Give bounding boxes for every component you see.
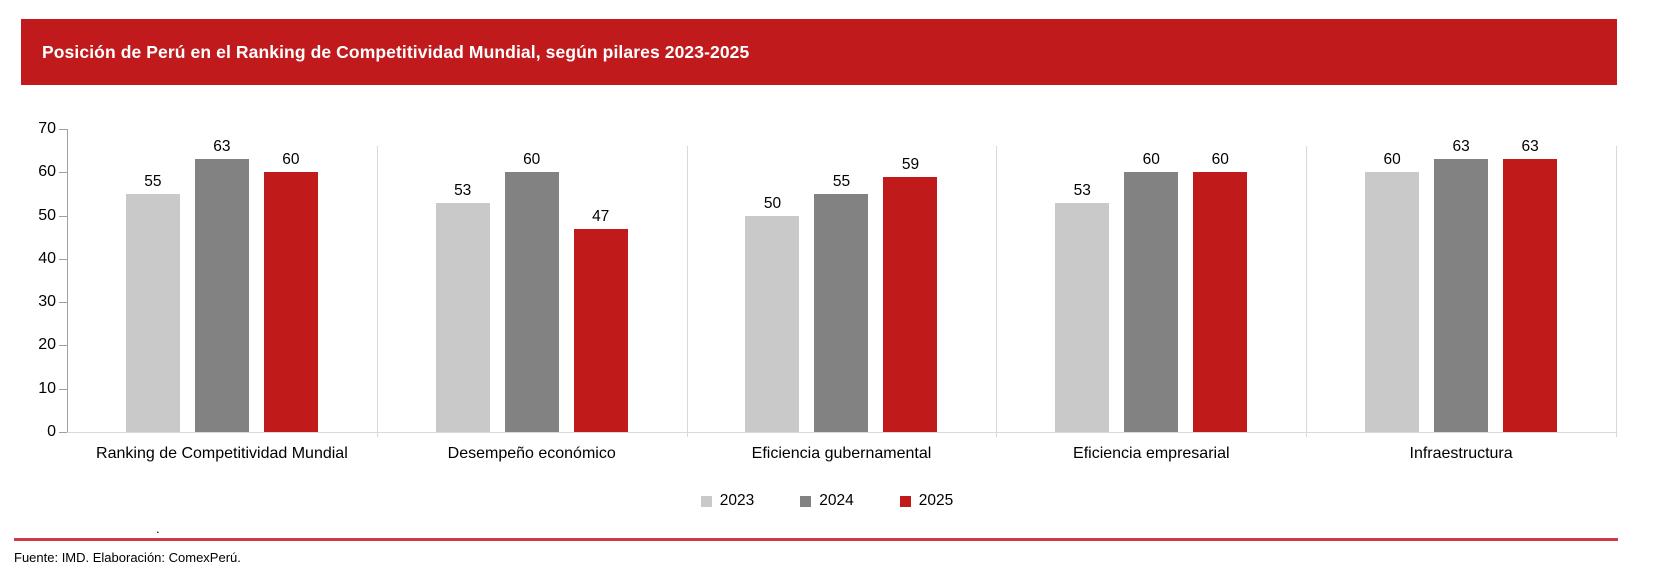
y-tick-label: 10 <box>38 379 56 397</box>
category-label: Eficiencia empresarial <box>1073 445 1230 462</box>
bar-value-label: 60 <box>1383 151 1401 169</box>
bar-2024 <box>1124 172 1179 432</box>
bar-value-label: 60 <box>1142 151 1160 169</box>
bar-2025 <box>573 228 628 432</box>
y-axis-tick <box>59 258 67 260</box>
bar-2025 <box>1503 159 1558 432</box>
category-separator <box>686 146 688 437</box>
bar-cell: 63 <box>1434 138 1489 432</box>
bar-value-label: 63 <box>1521 138 1539 156</box>
y-tick-label: 20 <box>38 336 56 354</box>
bar-2023 <box>125 193 180 432</box>
x-axis-baseline <box>67 432 1616 433</box>
bar-group: 50 55 59 <box>687 129 997 432</box>
legend-item-2023: 2023 <box>700 492 755 510</box>
y-axis-tick <box>59 432 67 433</box>
bar-cell: 47 <box>573 207 628 432</box>
bar-value-label: 60 <box>523 151 541 169</box>
y-tick-label: 60 <box>38 163 56 181</box>
bar-cell: 59 <box>883 155 938 432</box>
category-separator <box>1616 146 1617 437</box>
y-tick-label: 0 <box>47 423 56 440</box>
footer-source: Fuente: IMD. Elaboración: ComexPerú. <box>14 550 241 565</box>
legend-label: 2023 <box>719 492 755 509</box>
bar-group: 60 63 63 <box>1306 129 1616 432</box>
category-label: Ranking de Competitividad Mundial <box>96 445 348 462</box>
y-tick-label: 50 <box>38 206 56 224</box>
bar-cell: 60 <box>1124 151 1179 432</box>
chart-title-banner: Posición de Perú en el Ranking de Compet… <box>21 19 1617 85</box>
footer-rule <box>14 538 1618 541</box>
y-axis-tick <box>59 129 67 130</box>
chart-title: Posición de Perú en el Ranking de Compet… <box>42 41 750 62</box>
y-tick-label: 40 <box>38 249 56 267</box>
legend-swatch <box>899 495 911 507</box>
legend-swatch <box>700 495 712 507</box>
bar-value-label: 63 <box>1452 138 1470 156</box>
bar-cell: 60 <box>263 151 318 432</box>
category-label: Eficiencia gubernamental <box>751 445 932 462</box>
bar-2024 <box>194 159 249 432</box>
category-separator <box>376 146 378 437</box>
bar-2025 <box>1193 172 1248 432</box>
bar-value-label: 60 <box>1211 151 1229 169</box>
bar-2023 <box>745 215 800 432</box>
bar-cell: 60 <box>1365 151 1420 432</box>
bar-value-label: 59 <box>901 155 920 173</box>
bar-value-label: 55 <box>832 172 851 190</box>
bar-cell: 63 <box>194 138 249 432</box>
y-axis-tick <box>59 388 67 390</box>
y-tick-label: 70 <box>38 120 56 137</box>
bar-2023 <box>1055 202 1110 432</box>
bar-cell: 63 <box>1503 138 1558 432</box>
bar-2024 <box>504 172 559 432</box>
bar-cell: 60 <box>1193 151 1248 432</box>
category-label: Infraestructura <box>1409 445 1513 462</box>
legend-label: 2025 <box>918 492 954 509</box>
y-axis-tick <box>59 345 67 347</box>
bar-value-label: 53 <box>1073 181 1091 199</box>
bar-group: 53 60 47 <box>377 129 687 432</box>
bar-2025 <box>883 176 938 432</box>
bar-value-label: 60 <box>282 151 300 169</box>
bar-cell: 55 <box>125 172 180 432</box>
bar-cell: 55 <box>814 172 869 432</box>
bar-value-label: 47 <box>592 207 610 225</box>
bar-2024 <box>1434 159 1489 432</box>
bar-cell: 60 <box>504 151 559 432</box>
category-label: Desempeño económico <box>447 445 616 462</box>
y-axis-tick <box>59 215 67 217</box>
chart-legend: 2023 2024 2025 <box>0 492 1654 510</box>
bar-group: 53 60 60 <box>996 129 1306 432</box>
y-axis-tick <box>59 172 67 174</box>
bar-value-label: 55 <box>144 172 162 190</box>
bar-value-label: 53 <box>454 181 472 199</box>
y-axis-line <box>67 129 68 433</box>
stray-period: . <box>156 521 160 536</box>
bar-2023 <box>435 202 490 432</box>
category-separator <box>1306 146 1308 437</box>
bar-2024 <box>814 193 869 432</box>
bar-2025 <box>263 172 318 432</box>
y-tick-label: 30 <box>38 293 56 311</box>
legend-item-2025: 2025 <box>899 492 954 510</box>
bar-value-label: 63 <box>213 138 231 156</box>
bar-cell: 53 <box>1055 181 1110 432</box>
legend-item-2024: 2024 <box>800 492 854 510</box>
legend-label: 2024 <box>819 492 854 509</box>
bar-group: 55 63 60 <box>67 129 377 432</box>
y-axis-tick <box>59 302 67 304</box>
bar-value-label: 50 <box>763 194 782 212</box>
category-separator <box>996 146 998 437</box>
bar-cell: 50 <box>745 194 800 432</box>
bar-2023 <box>1365 172 1420 432</box>
legend-swatch <box>800 495 812 507</box>
bar-cell: 53 <box>435 181 490 432</box>
